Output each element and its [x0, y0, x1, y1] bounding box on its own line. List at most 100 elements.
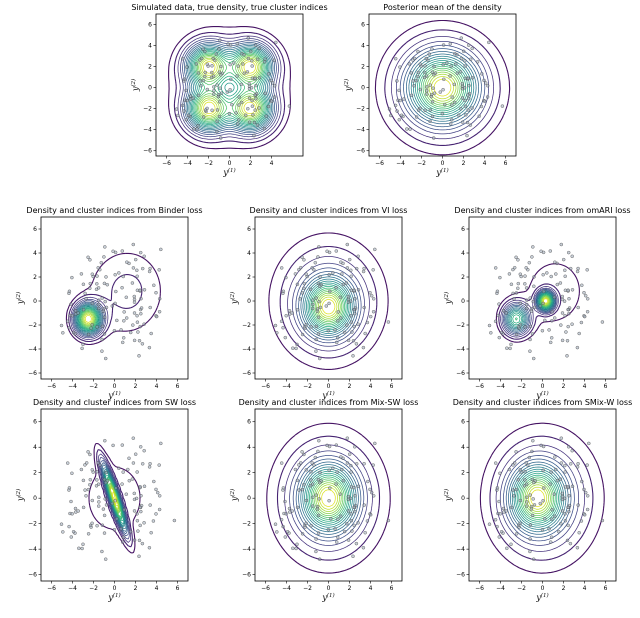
- data-point: [214, 52, 219, 56]
- data-point: [405, 127, 409, 131]
- data-point: [314, 324, 319, 329]
- data-point: [498, 275, 502, 280]
- data-point: [548, 482, 552, 486]
- y-tick-label: 2: [33, 274, 37, 281]
- data-point: [399, 113, 404, 118]
- data-point: [103, 557, 108, 561]
- x-axis-label: y(1): [321, 592, 334, 602]
- data-point: [545, 271, 549, 275]
- data-point: [80, 346, 84, 351]
- data-point: [291, 546, 295, 550]
- data-point: [549, 274, 553, 279]
- data-point: [281, 524, 285, 529]
- x-tick-label: −4: [68, 585, 77, 592]
- y-axis-label: y(2): [229, 489, 239, 502]
- data-point: [184, 88, 188, 93]
- data-point: [328, 486, 332, 490]
- data-point: [279, 518, 284, 522]
- x-tick-label: 6: [390, 585, 394, 592]
- data-point: [201, 47, 205, 51]
- data-point: [527, 261, 531, 265]
- data-point: [538, 501, 542, 506]
- y-tick-label: −4: [242, 546, 251, 553]
- x-tick-label: −4: [496, 383, 505, 390]
- data-point: [479, 104, 484, 109]
- contour-level: [321, 299, 336, 315]
- data-point: [518, 498, 522, 503]
- data-point: [539, 249, 543, 254]
- data-point: [130, 281, 135, 285]
- data-point: [280, 461, 284, 465]
- data-point: [300, 332, 305, 337]
- data-point: [550, 508, 554, 512]
- data-point: [327, 499, 331, 503]
- data-point: [237, 95, 241, 99]
- data-point: [343, 330, 347, 335]
- data-point: [465, 133, 469, 138]
- data-point: [531, 497, 535, 501]
- data-point: [371, 463, 375, 467]
- plot-area: [254, 408, 403, 582]
- contour-level: [83, 313, 94, 325]
- x-axis-label: y(1): [107, 390, 120, 400]
- x-tick-label: −4: [396, 160, 405, 167]
- data-point: [485, 95, 490, 99]
- data-point: [531, 245, 535, 249]
- data-point: [201, 115, 206, 119]
- x-tick-label: 0: [113, 585, 117, 592]
- y-tick-label: −4: [28, 546, 37, 553]
- data-point: [192, 127, 196, 131]
- data-point: [255, 123, 260, 127]
- data-point: [523, 470, 527, 474]
- y-tick-label: −2: [28, 521, 37, 528]
- data-point: [580, 479, 584, 484]
- data-point: [228, 62, 232, 67]
- chart-title: Density and cluster indices from Mix-SW …: [239, 398, 419, 407]
- data-point: [560, 509, 565, 513]
- data-point: [147, 465, 152, 469]
- data-point: [84, 297, 88, 301]
- data-point: [393, 103, 398, 108]
- y-axis-label-superscript: (2): [443, 489, 450, 497]
- data-point: [553, 455, 557, 459]
- y-tick-label: 0: [33, 495, 37, 502]
- data-point: [69, 302, 73, 306]
- contour-lines: [59, 242, 163, 361]
- data-point: [295, 308, 300, 312]
- data-point: [531, 299, 535, 304]
- data-point: [430, 100, 435, 104]
- contour-level: [180, 38, 279, 138]
- data-point: [336, 535, 340, 539]
- data-point: [105, 283, 110, 287]
- data-point: [365, 519, 370, 523]
- data-point: [423, 64, 427, 68]
- data-point: [314, 349, 318, 353]
- x-tick-label: −6: [475, 383, 484, 390]
- data-point: [532, 480, 536, 485]
- data-point: [127, 456, 131, 460]
- data-point: [575, 465, 580, 469]
- data-point: [558, 281, 563, 285]
- data-point: [575, 269, 580, 274]
- data-point: [550, 535, 554, 539]
- data-point: [90, 272, 95, 276]
- data-point: [352, 307, 356, 312]
- data-point: [157, 507, 162, 512]
- data-point: [336, 517, 340, 521]
- data-point: [316, 531, 321, 535]
- data-point: [154, 291, 158, 295]
- data-point: [217, 47, 221, 51]
- data-point: [131, 242, 136, 247]
- data-point: [512, 297, 516, 301]
- data-point: [96, 461, 100, 465]
- data-point: [230, 102, 234, 107]
- data-point: [217, 70, 222, 74]
- data-point: [413, 56, 417, 61]
- data-point: [550, 336, 554, 340]
- data-point: [115, 517, 119, 521]
- data-point: [425, 92, 429, 96]
- data-point: [495, 486, 500, 490]
- contour-level: [77, 306, 100, 332]
- data-point: [462, 49, 466, 53]
- data-point: [88, 478, 93, 482]
